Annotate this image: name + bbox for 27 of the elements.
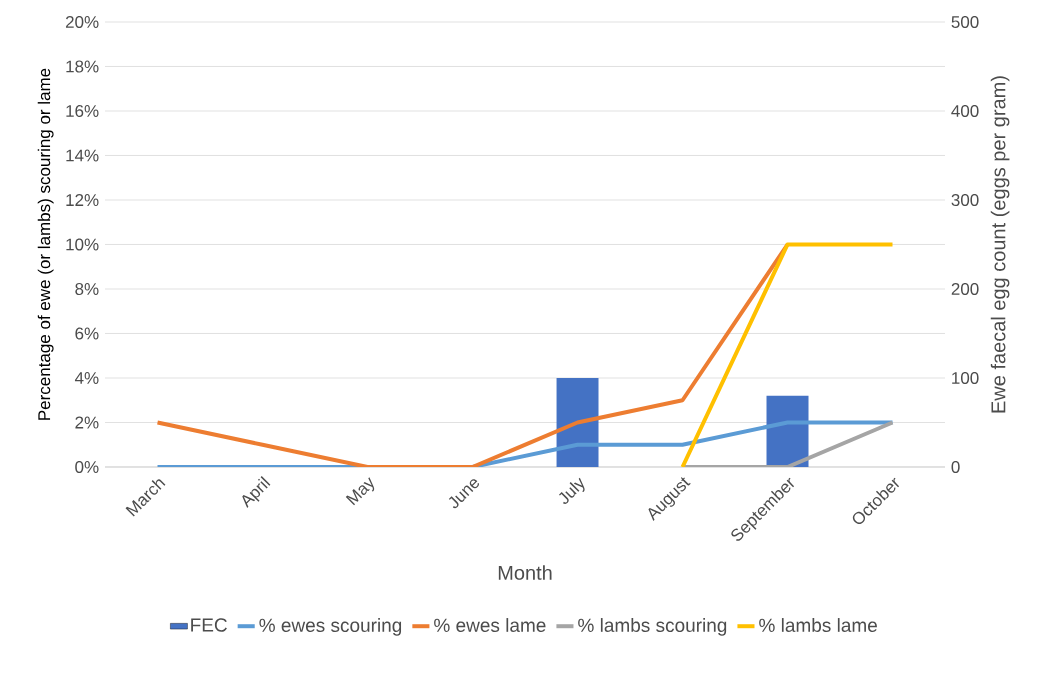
y-tick-label: 18% (66, 60, 99, 73)
legend-label: FEC (191, 618, 227, 632)
legend-label: % lambs lame (759, 618, 877, 633)
y2-tick-label: 100 (952, 371, 979, 385)
legend-label: % ewes scouring (259, 618, 402, 636)
y-tick-label: 8% (75, 282, 99, 296)
y2-axis-title: Ewe faecal egg count (eggs per gram) (990, 76, 1010, 413)
y-tick-label: 16% (66, 104, 99, 118)
x-tick-label: May (345, 477, 375, 506)
y-tick-label: 2% (75, 416, 99, 429)
y-tick-label: 10% (66, 238, 99, 251)
x-tick-label: July (558, 477, 585, 504)
y-tick-label: 4% (74, 372, 99, 384)
y2-tick-label: 300 (951, 193, 979, 207)
y-tick-label: 12% (66, 194, 99, 206)
y2-tick-label: 500 (951, 15, 979, 29)
x-axis-title: Month (498, 565, 552, 580)
legend-label: % ewes lame (434, 618, 546, 633)
y2-tick-label: 200 (951, 282, 979, 296)
y-tick-label: 20% (65, 15, 99, 29)
y2-tick-label: 400 (951, 104, 979, 118)
y2-tick-label: 0 (951, 460, 960, 474)
y-tick-label: 0% (75, 460, 99, 474)
y-axis-title: Percentage of ewe (or lambs) scouring or lame (37, 68, 54, 420)
legend-label: % lambs scouring (578, 618, 727, 636)
y-tick-label: 6% (75, 327, 99, 340)
y-tick-label: 14% (66, 149, 99, 162)
